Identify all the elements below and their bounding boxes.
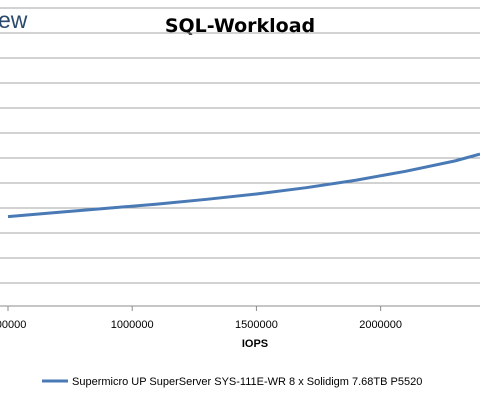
legend: Supermicro UP SuperServer SYS-111E-WR 8 … — [42, 376, 422, 388]
series-line — [7, 152, 480, 219]
chart-title: SQL-Workload — [165, 15, 315, 37]
x-axis-label: IOPS — [242, 338, 268, 350]
x-tick-labels: 500000 1000000 1500000 2000000 — [0, 306, 402, 331]
x-tick-label: 500000 — [0, 319, 26, 331]
x-tick-label: 2000000 — [359, 319, 402, 331]
brand-logo-fragment: ew — [0, 7, 28, 33]
x-tick-label: 1000000 — [111, 319, 154, 331]
x-tick-label: 1500000 — [235, 319, 278, 331]
legend-entry: Supermicro UP SuperServer SYS-111E-WR 8 … — [72, 376, 422, 388]
gridlines — [0, 7, 480, 307]
series-group — [7, 152, 480, 219]
